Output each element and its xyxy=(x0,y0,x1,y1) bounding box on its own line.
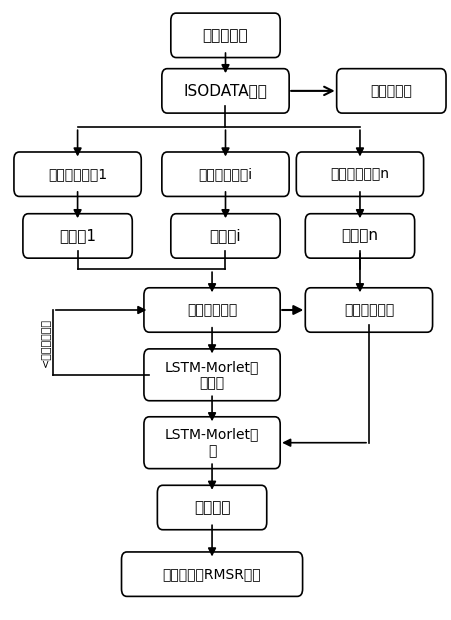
Text: ISODATA分类: ISODATA分类 xyxy=(184,83,267,99)
Text: 天气类型属性n: 天气类型属性n xyxy=(331,167,390,181)
FancyBboxPatch shape xyxy=(305,288,433,332)
FancyBboxPatch shape xyxy=(121,552,303,596)
Text: 均方根误差RMSR验证: 均方根误差RMSR验证 xyxy=(163,567,262,581)
Text: 新训练数据集: 新训练数据集 xyxy=(187,303,237,317)
Text: 新数据n: 新数据n xyxy=(341,228,378,244)
FancyBboxPatch shape xyxy=(296,152,423,197)
FancyBboxPatch shape xyxy=(144,417,280,469)
Text: 新测试数据集: 新测试数据集 xyxy=(344,303,394,317)
FancyBboxPatch shape xyxy=(162,69,289,113)
Text: 新数据1: 新数据1 xyxy=(59,228,96,244)
Text: 天气类型属性1: 天气类型属性1 xyxy=(48,167,107,181)
Text: 预测结果: 预测结果 xyxy=(194,500,230,515)
FancyBboxPatch shape xyxy=(157,485,267,529)
Text: 新数据i: 新数据i xyxy=(210,228,241,244)
FancyBboxPatch shape xyxy=(162,152,289,197)
Text: 训练数据集: 训练数据集 xyxy=(202,28,249,43)
FancyBboxPatch shape xyxy=(144,288,280,332)
FancyBboxPatch shape xyxy=(23,214,132,258)
FancyBboxPatch shape xyxy=(144,349,280,401)
Text: <最少迭代次数: <最少迭代次数 xyxy=(41,318,51,367)
Text: LSTM-Morlet模
型: LSTM-Morlet模 型 xyxy=(165,428,259,458)
FancyBboxPatch shape xyxy=(336,69,446,113)
Text: 天气类型属性i: 天气类型属性i xyxy=(198,167,253,181)
FancyBboxPatch shape xyxy=(14,152,141,197)
FancyBboxPatch shape xyxy=(305,214,414,258)
Text: LSTM-Morlet训
练模型: LSTM-Morlet训 练模型 xyxy=(165,360,259,390)
FancyBboxPatch shape xyxy=(171,214,280,258)
FancyBboxPatch shape xyxy=(171,13,280,58)
Text: 测试数据集: 测试数据集 xyxy=(370,84,412,98)
